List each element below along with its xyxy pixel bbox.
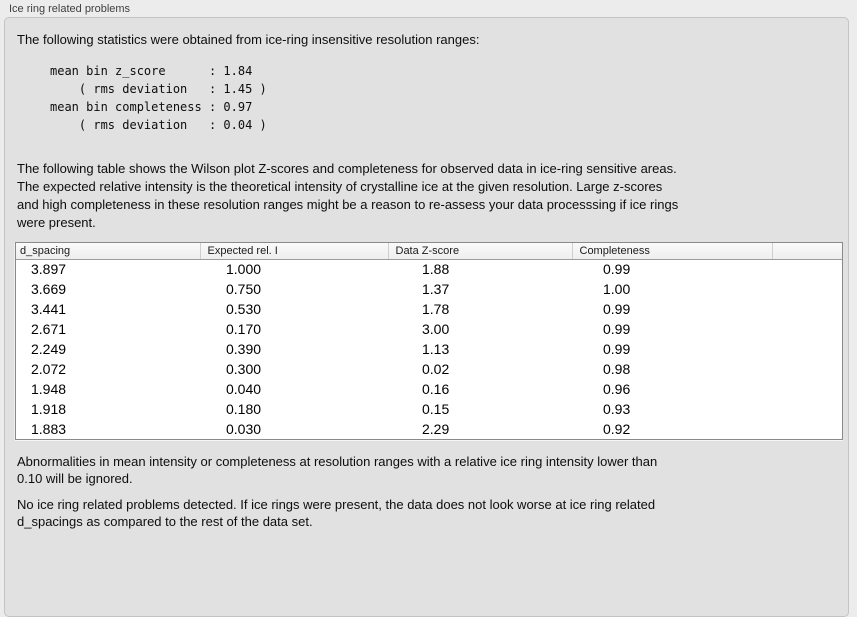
table-cell: 2.072 bbox=[31, 361, 67, 377]
table-row[interactable]: 3.669 0.750 1.37 1.00 bbox=[16, 279, 842, 299]
table-cell: 2.249 bbox=[31, 341, 67, 357]
table-cell bbox=[772, 279, 842, 299]
description-text: The following table shows the Wilson plo… bbox=[17, 161, 679, 230]
table-cell: 0.750 bbox=[226, 281, 262, 297]
intro-text: The following statistics were obtained f… bbox=[17, 32, 480, 47]
table-cell: 0.390 bbox=[226, 341, 262, 357]
table-cell: 1.37 bbox=[422, 281, 450, 297]
table-row[interactable]: 1.918 0.180 0.15 0.93 bbox=[16, 399, 842, 419]
table-row[interactable]: 3.897 1.000 1.88 0.99 bbox=[16, 259, 842, 279]
table-cell: 0.99 bbox=[603, 321, 631, 337]
table-header-row: d_spacing Expected rel. I Data Z-score Comp… bbox=[16, 243, 842, 260]
table-cell: 2.671 bbox=[31, 321, 67, 337]
table-cell bbox=[772, 419, 842, 439]
table-cell: 0.96 bbox=[603, 381, 631, 397]
table-cell: 1.00 bbox=[603, 281, 631, 297]
column-header[interactable]: d_spacing bbox=[16, 243, 201, 260]
panel-title: Ice ring related problems bbox=[9, 3, 131, 15]
table-cell: 0.180 bbox=[226, 401, 262, 417]
table-cell bbox=[772, 359, 842, 379]
table-cell: 2.29 bbox=[422, 421, 450, 437]
table-cell: 0.040 bbox=[226, 381, 262, 397]
table-cell: 0.02 bbox=[422, 361, 450, 377]
table-cell bbox=[772, 299, 842, 319]
table-cell: 1.918 bbox=[31, 401, 67, 417]
table-cell: 0.93 bbox=[603, 401, 631, 417]
table-cell: 0.98 bbox=[603, 361, 631, 377]
table-cell: 0.92 bbox=[603, 421, 631, 437]
column-header[interactable] bbox=[772, 243, 842, 260]
table-cell: 3.897 bbox=[31, 261, 67, 278]
table-cell: 3.00 bbox=[422, 321, 450, 337]
table-cell: 0.15 bbox=[422, 401, 450, 417]
column-header[interactable]: Expected rel. I bbox=[200, 243, 389, 260]
table-cell: 1.000 bbox=[226, 261, 262, 278]
ice-ring-table[interactable]: d_spacing Expected rel. I Data Z-score Comp… bbox=[15, 242, 843, 440]
table-cell: 1.88 bbox=[422, 261, 450, 278]
table-row[interactable]: 2.072 0.300 0.02 0.98 bbox=[16, 359, 842, 379]
table-cell: 1.883 bbox=[31, 421, 67, 437]
table-cell: 0.030 bbox=[226, 421, 262, 437]
table-cell: 1.78 bbox=[422, 301, 450, 317]
table-cell bbox=[772, 399, 842, 419]
table-cell: 0.170 bbox=[226, 321, 262, 337]
column-header[interactable]: Data Z-score bbox=[388, 243, 573, 260]
table-cell bbox=[772, 379, 842, 399]
table-cell: 0.99 bbox=[603, 341, 631, 357]
table-cell: 0.530 bbox=[226, 301, 262, 317]
table-cell: 1.948 bbox=[31, 381, 67, 397]
table-cell: 3.441 bbox=[31, 301, 67, 317]
table-row[interactable]: 1.883 0.030 2.29 0.92 bbox=[16, 419, 842, 439]
conclusion-text: No ice ring related problems detected. I… bbox=[17, 497, 656, 529]
table-cell: 0.300 bbox=[226, 361, 262, 377]
table-row[interactable]: 2.249 0.390 1.13 0.99 bbox=[16, 339, 842, 359]
table-cell bbox=[772, 259, 842, 279]
table-cell: 1.13 bbox=[422, 341, 450, 357]
table-cell: 0.16 bbox=[422, 381, 450, 397]
table-cell: 3.669 bbox=[31, 281, 67, 297]
stats-block: mean bin z_score : 1.84 ( rms deviation … bbox=[50, 64, 267, 132]
table-cell: 0.99 bbox=[603, 301, 631, 317]
table-cell: 0.99 bbox=[603, 261, 631, 278]
ignore-note: Abnormalities in mean intensity or compl… bbox=[17, 454, 658, 486]
table-row[interactable]: 2.671 0.170 3.00 0.99 bbox=[16, 319, 842, 339]
table-row[interactable]: 3.441 0.530 1.78 0.99 bbox=[16, 299, 842, 319]
table-cell bbox=[772, 319, 842, 339]
ice-ring-table-grid: d_spacing Expected rel. I Data Z-score Comp… bbox=[16, 243, 842, 439]
table-cell bbox=[772, 339, 842, 359]
column-header[interactable]: Completeness bbox=[572, 243, 773, 260]
ice-ring-groupbox: The following statistics were obtained f… bbox=[4, 17, 849, 617]
table-row[interactable]: 1.948 0.040 0.16 0.96 bbox=[16, 379, 842, 399]
